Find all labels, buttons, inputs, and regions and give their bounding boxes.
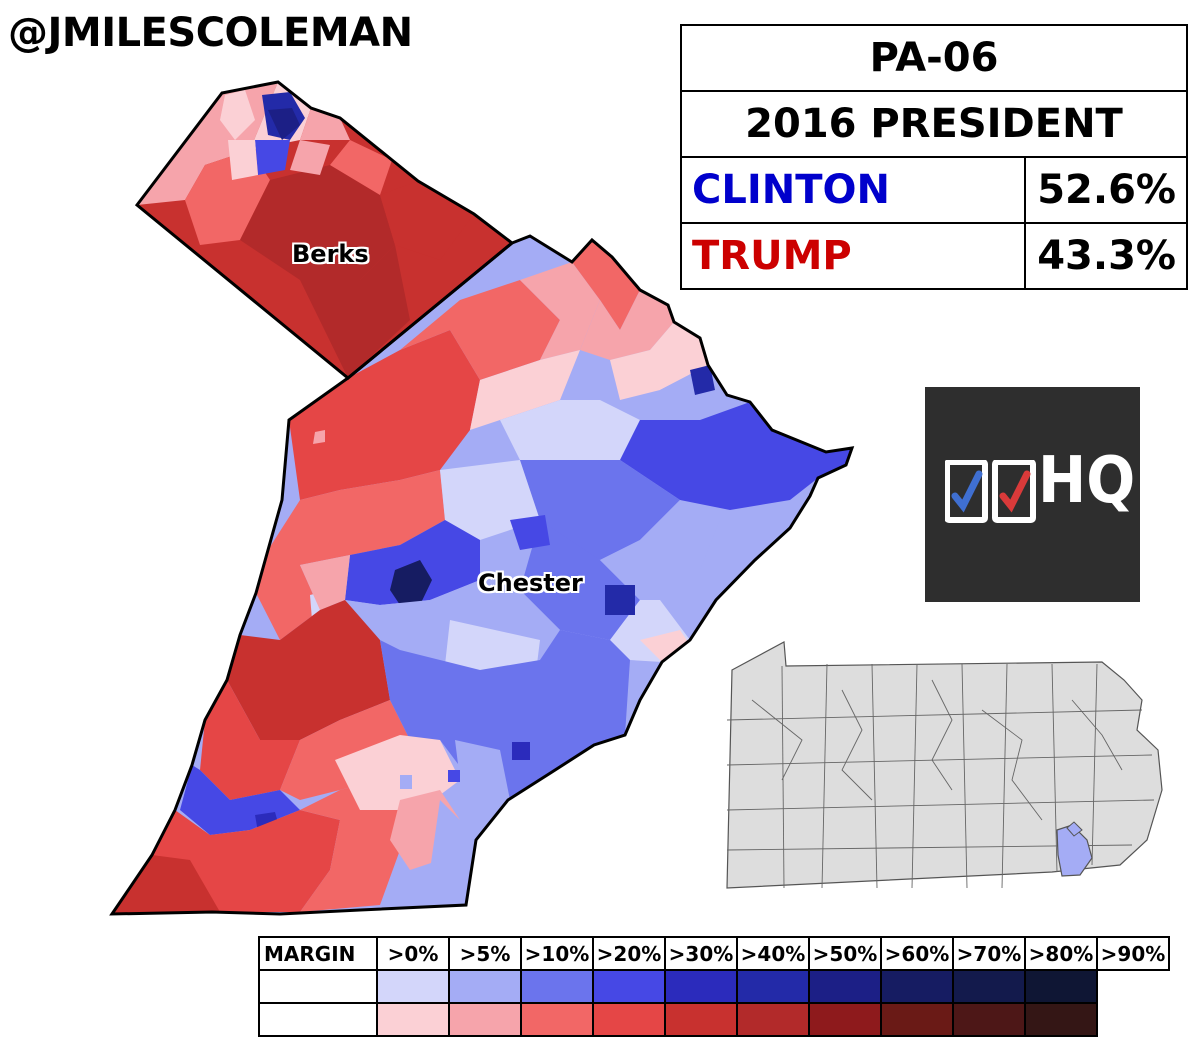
candidate-name: CLINTON xyxy=(680,156,1026,224)
results-box: PA-06 2016 PRESIDENT CLINTON 52.6% TRUMP… xyxy=(680,24,1188,290)
county-label-chester: Chester xyxy=(478,569,583,597)
legend-dem-swatch xyxy=(880,969,954,1004)
legend-bin-label: >5% xyxy=(448,936,522,971)
legend-dem-swatch xyxy=(520,969,594,1004)
candidate-row: TRUMP 43.3% xyxy=(680,222,1188,290)
legend-dem-swatch xyxy=(952,969,1026,1004)
county-label-berks: Berks xyxy=(292,240,369,268)
candidate-pct: 52.6% xyxy=(1024,156,1188,224)
race-name: 2016 PRESIDENT xyxy=(680,90,1188,158)
legend-rep-swatch xyxy=(736,1002,810,1037)
legend-rep-swatch xyxy=(808,1002,882,1037)
legend-rep-swatch xyxy=(592,1002,666,1037)
legend-dem-swatch xyxy=(448,969,522,1004)
legend-dem-swatch xyxy=(592,969,666,1004)
legend-bin-label: >90% xyxy=(1096,936,1170,971)
legend-bin-label: >70% xyxy=(952,936,1026,971)
author-handle: @JMILESCOLEMAN xyxy=(8,10,413,56)
legend-rep-swatch xyxy=(520,1002,594,1037)
legend-bin-label: >0% xyxy=(376,936,450,971)
legend-rep-swatch xyxy=(880,1002,954,1037)
legend-rep-swatch xyxy=(664,1002,738,1037)
legend-rep-swatch xyxy=(448,1002,522,1037)
legend-dem-swatch xyxy=(664,969,738,1004)
legend-rep-row xyxy=(258,1002,1169,1037)
district-name: PA-06 xyxy=(680,24,1188,92)
candidate-row: CLINTON 52.6% xyxy=(680,156,1188,224)
legend-header: MARGIN xyxy=(258,936,378,971)
legend-bin-label: >10% xyxy=(520,936,594,971)
legend-bin-label: >60% xyxy=(880,936,954,971)
legend-dem-swatch xyxy=(376,969,450,1004)
legend-rep-swatch xyxy=(376,1002,450,1037)
pennsylvania-inset-map xyxy=(726,641,1163,889)
legend-rep-swatch xyxy=(952,1002,1026,1037)
legend-dem-swatch xyxy=(808,969,882,1004)
legend-empty-cell xyxy=(258,969,378,1004)
legend-bin-label: >50% xyxy=(808,936,882,971)
margin-legend: MARGIN >0% >5% >10% >20% >30% >40% >50% … xyxy=(258,936,1170,1037)
candidate-name: TRUMP xyxy=(680,222,1026,290)
legend-dem-row xyxy=(258,969,1169,1004)
legend-bin-label: >30% xyxy=(664,936,738,971)
legend-bin-label: >40% xyxy=(736,936,810,971)
legend-rep-swatch xyxy=(1024,1002,1098,1037)
ddhq-checkbox-logo-icon xyxy=(945,460,1036,523)
candidate-pct: 43.3% xyxy=(1024,222,1188,290)
legend-dem-swatch xyxy=(736,969,810,1004)
ddhq-logo-text: HQ xyxy=(1038,444,1136,518)
legend-bin-label: >80% xyxy=(1024,936,1098,971)
legend-bin-label: >20% xyxy=(592,936,666,971)
legend-dem-swatch xyxy=(1024,969,1098,1004)
legend-empty-cell xyxy=(258,1002,378,1037)
